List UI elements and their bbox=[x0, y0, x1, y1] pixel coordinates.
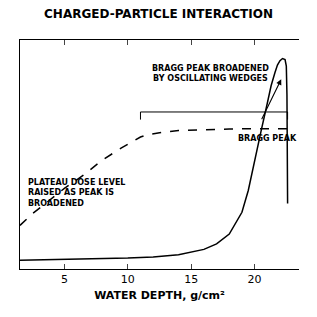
svg-text:5: 5 bbox=[61, 273, 68, 286]
svg-text:BRAGG PEAK: BRAGG PEAK bbox=[238, 134, 297, 143]
svg-text:20: 20 bbox=[248, 273, 262, 286]
svg-text:CHARGED-PARTICLE INTERACTION: CHARGED-PARTICLE INTERACTION bbox=[44, 7, 273, 21]
svg-text:15: 15 bbox=[184, 273, 198, 286]
svg-text:WATER DEPTH, g/cm²: WATER DEPTH, g/cm² bbox=[94, 289, 225, 302]
svg-text:PLATEAU DOSE LEVELRAISED AS PE: PLATEAU DOSE LEVELRAISED AS PEAK ISBROAD… bbox=[28, 178, 125, 208]
svg-text:BRAGG PEAK BROADENEDBY OSCILLA: BRAGG PEAK BROADENEDBY OSCILLATING WEDGE… bbox=[152, 64, 269, 83]
svg-text:10: 10 bbox=[121, 273, 135, 286]
